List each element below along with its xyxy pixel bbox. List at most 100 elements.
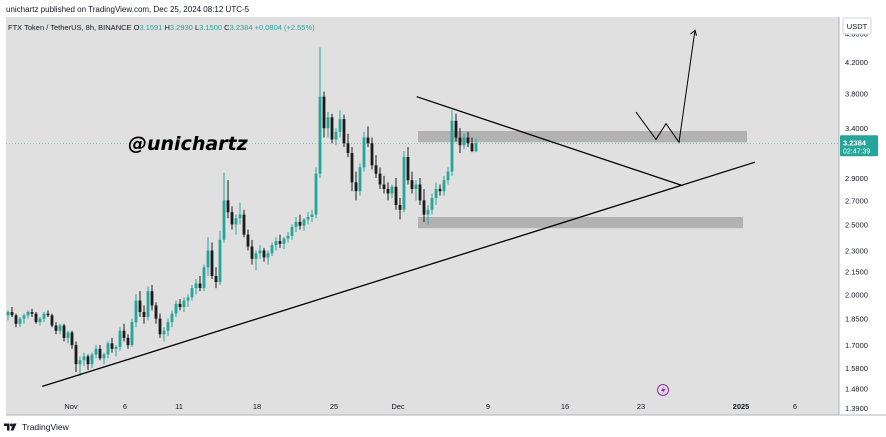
candle[interactable] <box>330 113 334 144</box>
candle[interactable] <box>54 322 58 335</box>
candle[interactable] <box>418 177 422 206</box>
candle[interactable] <box>230 206 234 230</box>
candle[interactable] <box>414 180 418 201</box>
candle[interactable] <box>290 224 294 240</box>
candle[interactable] <box>310 209 314 222</box>
candle[interactable] <box>298 214 302 230</box>
candle[interactable] <box>254 250 258 271</box>
candle[interactable] <box>390 184 394 199</box>
candle[interactable] <box>426 205 430 225</box>
candle[interactable] <box>106 341 110 359</box>
candle[interactable] <box>94 345 98 359</box>
candle[interactable] <box>366 126 370 148</box>
candle[interactable] <box>154 302 158 324</box>
candle[interactable] <box>86 354 90 371</box>
candle[interactable] <box>354 171 358 201</box>
candle[interactable] <box>398 198 402 220</box>
candle[interactable] <box>470 137 474 153</box>
candle[interactable] <box>78 356 82 377</box>
candle[interactable] <box>118 327 122 351</box>
candle[interactable] <box>454 113 458 142</box>
candle[interactable] <box>186 294 190 308</box>
candle[interactable] <box>46 310 50 317</box>
support-zone[interactable] <box>418 130 747 143</box>
candle[interactable] <box>166 318 170 337</box>
candle[interactable] <box>62 323 66 342</box>
candle[interactable] <box>370 137 374 170</box>
candle[interactable] <box>102 352 106 365</box>
candle[interactable] <box>326 112 330 138</box>
candle[interactable] <box>146 286 150 321</box>
candle[interactable] <box>402 151 406 213</box>
candle[interactable] <box>178 299 182 311</box>
candle[interactable] <box>306 212 310 225</box>
candle[interactable] <box>322 91 326 138</box>
candle[interactable] <box>202 264 206 292</box>
candle[interactable] <box>342 114 346 148</box>
candle[interactable] <box>438 184 442 196</box>
candle[interactable] <box>110 337 114 353</box>
candle[interactable] <box>262 247 266 262</box>
projection-path[interactable] <box>635 30 696 144</box>
candle[interactable] <box>318 47 322 178</box>
candle[interactable] <box>410 171 414 194</box>
candle[interactable] <box>142 305 146 324</box>
candle[interactable] <box>98 345 102 361</box>
candle[interactable] <box>358 163 362 196</box>
candle[interactable] <box>190 285 194 301</box>
candle[interactable] <box>162 327 166 342</box>
candle[interactable] <box>446 167 450 185</box>
candle[interactable] <box>170 310 174 328</box>
candle[interactable] <box>334 128 338 146</box>
candle[interactable] <box>206 237 210 277</box>
candle[interactable] <box>286 232 290 243</box>
candle[interactable] <box>394 177 398 210</box>
candle[interactable] <box>270 242 274 257</box>
candle[interactable] <box>10 307 14 317</box>
candle[interactable] <box>294 217 298 233</box>
candle[interactable] <box>462 133 466 150</box>
lightning-event-icon[interactable] <box>657 384 669 396</box>
candle[interactable] <box>430 193 434 215</box>
candle[interactable] <box>218 230 222 286</box>
candle[interactable] <box>70 330 74 349</box>
candle[interactable] <box>122 323 126 342</box>
candle[interactable] <box>234 214 238 235</box>
candle[interactable] <box>466 131 470 148</box>
plot-area[interactable] <box>6 17 839 415</box>
candle[interactable] <box>42 311 46 323</box>
candle[interactable] <box>30 308 34 317</box>
candle[interactable] <box>278 234 282 248</box>
candle[interactable] <box>66 330 70 344</box>
candle[interactable] <box>50 313 54 328</box>
candle[interactable] <box>214 267 218 289</box>
candle[interactable] <box>126 334 130 349</box>
candle[interactable] <box>58 323 62 335</box>
candle[interactable] <box>22 313 26 324</box>
candle[interactable] <box>346 133 350 158</box>
candle[interactable] <box>246 229 250 251</box>
candle[interactable] <box>350 147 354 192</box>
candle[interactable] <box>242 209 246 238</box>
candle[interactable] <box>434 182 438 206</box>
candle[interactable] <box>150 285 154 311</box>
candle[interactable] <box>198 276 202 292</box>
candle[interactable] <box>74 341 78 373</box>
candle[interactable] <box>18 316 22 328</box>
candle[interactable] <box>314 167 318 219</box>
candle[interactable] <box>222 172 226 243</box>
candle[interactable] <box>378 167 382 189</box>
trendline-resistance[interactable] <box>416 96 683 187</box>
candle[interactable] <box>422 188 426 222</box>
footer-brand[interactable]: TradingView <box>4 420 69 434</box>
candle[interactable] <box>6 310 10 321</box>
candle[interactable] <box>282 237 286 250</box>
trendline-support[interactable] <box>42 161 756 388</box>
candle[interactable] <box>302 218 306 231</box>
candle[interactable] <box>406 147 410 185</box>
candle[interactable] <box>382 175 386 194</box>
candle[interactable] <box>138 291 142 317</box>
candle[interactable] <box>82 352 86 367</box>
candle[interactable] <box>210 242 214 280</box>
